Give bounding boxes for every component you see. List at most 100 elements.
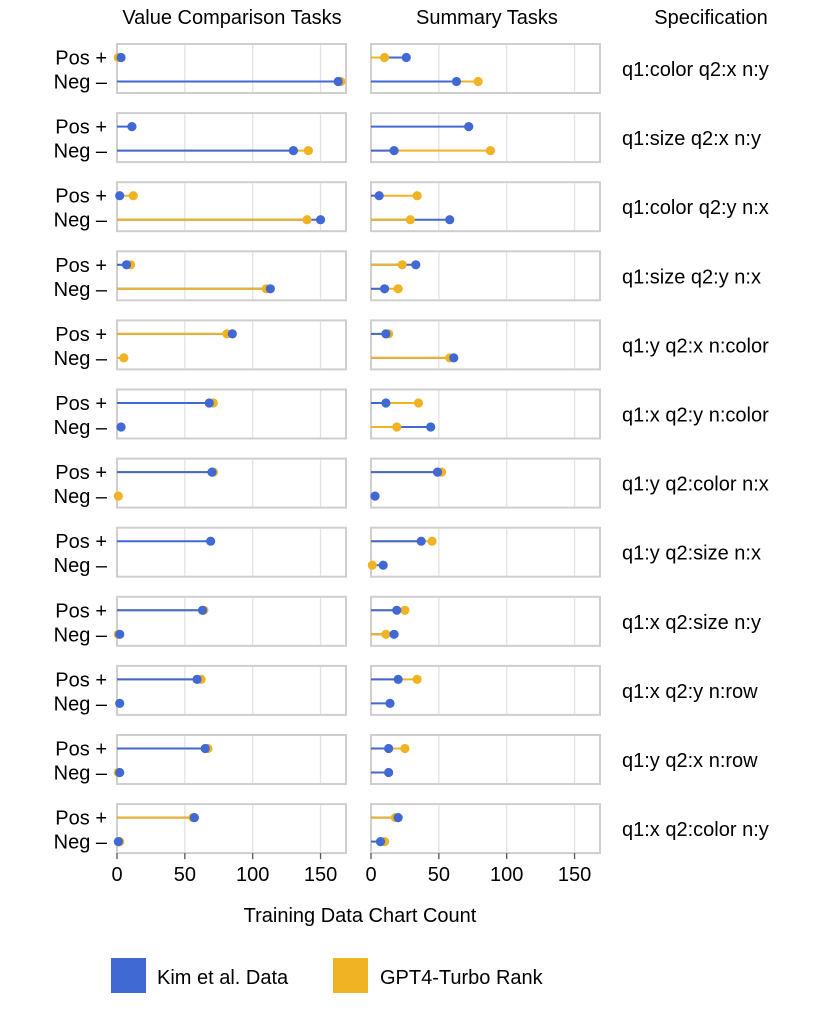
point-gpt-pos — [128, 191, 138, 201]
panel-summary — [370, 664, 601, 716]
spec-label: q1:y q2:color n:x — [622, 474, 769, 496]
point-gpt-neg — [393, 284, 403, 294]
row-label-pos: Pos + — [55, 531, 107, 553]
panel-frame — [116, 664, 347, 716]
panel-value-comparison — [113, 43, 347, 94]
spec-label: q1:color q2:y n:x — [622, 197, 769, 219]
column-title-summary: Summary Tasks — [416, 7, 558, 29]
point-gpt-pos — [412, 191, 422, 201]
point-gpt-neg — [392, 422, 402, 432]
panel-summary — [370, 43, 601, 94]
point-kim-pos — [189, 813, 199, 823]
panel-frame — [116, 388, 347, 440]
panel-summary — [370, 734, 601, 785]
point-kim-neg — [288, 146, 299, 156]
point-gpt-neg — [485, 146, 496, 156]
panel-frame — [116, 43, 347, 94]
point-kim-pos — [204, 398, 214, 408]
legend-swatch-gpt — [333, 958, 368, 993]
point-kim-pos — [116, 52, 126, 63]
point-kim-pos — [384, 743, 394, 754]
point-kim-pos — [411, 260, 421, 270]
row-label-neg: Neg – — [54, 624, 108, 646]
point-kim-neg — [115, 767, 125, 778]
panel-frame — [370, 457, 601, 509]
point-kim-pos — [393, 813, 403, 823]
point-kim-neg — [378, 560, 388, 570]
panel-value-comparison — [113, 803, 347, 855]
point-gpt-pos — [379, 52, 390, 63]
point-kim-pos — [401, 52, 411, 63]
point-kim-pos — [393, 674, 403, 685]
point-kim-neg — [370, 491, 380, 501]
point-kim-pos — [121, 260, 132, 270]
point-kim-pos — [127, 122, 137, 132]
x-tick-label: 150 — [304, 864, 337, 886]
row-label-neg: Neg – — [54, 279, 108, 301]
row-label-pos: Pos + — [55, 669, 107, 691]
row-label-neg: Neg – — [54, 417, 108, 439]
point-kim-pos — [115, 191, 125, 201]
panel-frame — [370, 388, 601, 440]
x-axis-title: Training Data Chart Count — [244, 905, 477, 927]
point-gpt-pos — [397, 260, 407, 270]
panel-summary — [370, 457, 601, 509]
row-label-neg: Neg – — [54, 832, 108, 854]
panel-summary — [370, 250, 601, 302]
point-kim-neg — [265, 284, 275, 294]
point-gpt-neg — [303, 146, 313, 156]
row-label-pos: Pos + — [55, 462, 107, 484]
column-title-specification: Specification — [654, 7, 767, 29]
panel-value-comparison — [116, 526, 347, 578]
panel-frame — [370, 526, 601, 578]
point-kim-neg — [389, 146, 399, 156]
facet-row: Pos +Neg – q1:size q2:x n:y — [54, 112, 761, 164]
point-kim-neg — [315, 215, 326, 225]
row-label-neg: Neg – — [54, 210, 108, 232]
panel-summary — [370, 181, 601, 233]
facet-row: Pos +Neg – q1:color q2:x n:y — [54, 43, 769, 94]
spec-label: q1:color q2:x n:y — [622, 59, 769, 81]
facet-row: Pos +Neg – q1:x q2:y n:color — [54, 388, 769, 440]
spec-label: q1:x q2:color n:y — [622, 819, 769, 841]
x-tick-label: 100 — [236, 864, 269, 886]
panel-frame — [116, 803, 347, 855]
point-kim-neg — [115, 629, 125, 639]
x-tick-label: 50 — [174, 864, 196, 886]
point-kim-neg — [384, 767, 394, 778]
panel-frame — [370, 112, 601, 164]
panel-value-comparison — [116, 250, 347, 302]
point-kim-pos — [206, 536, 216, 546]
point-gpt-pos — [400, 743, 410, 754]
panel-summary — [370, 803, 601, 855]
panel-frame — [370, 319, 601, 371]
panel-frame — [116, 734, 347, 785]
point-kim-pos — [381, 398, 391, 408]
point-kim-pos — [464, 122, 474, 132]
point-kim-pos — [416, 536, 426, 546]
panel-summary — [370, 388, 601, 440]
point-kim-pos — [192, 674, 202, 685]
point-kim-pos — [381, 329, 391, 339]
point-kim-pos — [392, 605, 402, 615]
legend: Kim et al. Data GPT4-Turbo Rank — [111, 958, 544, 993]
panel-value-comparison — [115, 664, 347, 716]
panel-value-comparison — [116, 388, 347, 440]
spec-label: q1:y q2:x n:row — [622, 750, 758, 772]
panel-frame — [116, 181, 347, 233]
point-kim-neg — [116, 422, 126, 432]
row-label-pos: Pos + — [55, 739, 107, 761]
spec-label: q1:x q2:y n:row — [622, 681, 758, 703]
panel-frame — [370, 734, 601, 785]
panel-frame — [370, 43, 601, 94]
x-tick-label: 0 — [111, 864, 122, 886]
row-label-neg: Neg – — [54, 486, 108, 508]
panel-summary — [367, 526, 601, 578]
spec-label: q1:x q2:y n:color — [622, 405, 769, 427]
panel-frame — [370, 595, 601, 647]
point-gpt-neg — [367, 560, 377, 570]
point-gpt-neg — [302, 215, 312, 225]
facet-row: Pos +Neg – q1:x q2:size n:y — [54, 595, 761, 647]
spec-label: q1:size q2:y n:x — [622, 266, 761, 288]
